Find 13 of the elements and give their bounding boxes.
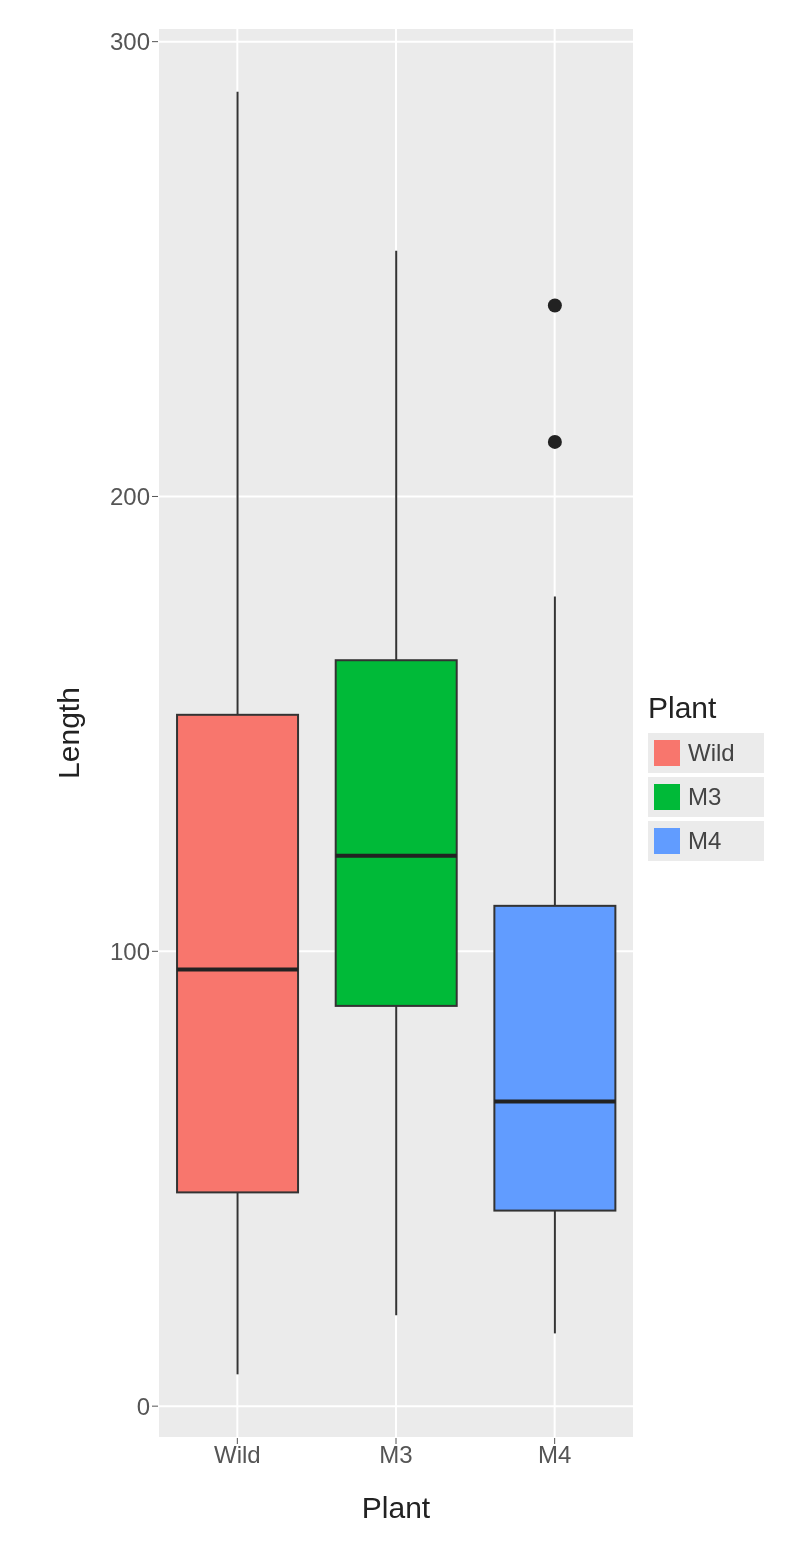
- x-tick-label: M4: [537, 1441, 572, 1469]
- legend-label: M3: [688, 783, 722, 811]
- legend-title: Plant: [648, 691, 718, 725]
- legend-label: M4: [688, 827, 722, 855]
- y-axis-title: Length: [51, 687, 85, 779]
- x-tick-label: M3: [379, 1441, 413, 1469]
- x-tick-label: Wild: [214, 1441, 261, 1469]
- x-axis-title: Plant: [361, 1491, 431, 1524]
- y-tick-label: 0: [136, 1392, 150, 1420]
- y-tick-label: 300: [109, 28, 150, 56]
- y-tick-label: 100: [109, 937, 150, 965]
- y-tick-label: 200: [109, 483, 150, 510]
- legend-label: Wild: [688, 739, 735, 767]
